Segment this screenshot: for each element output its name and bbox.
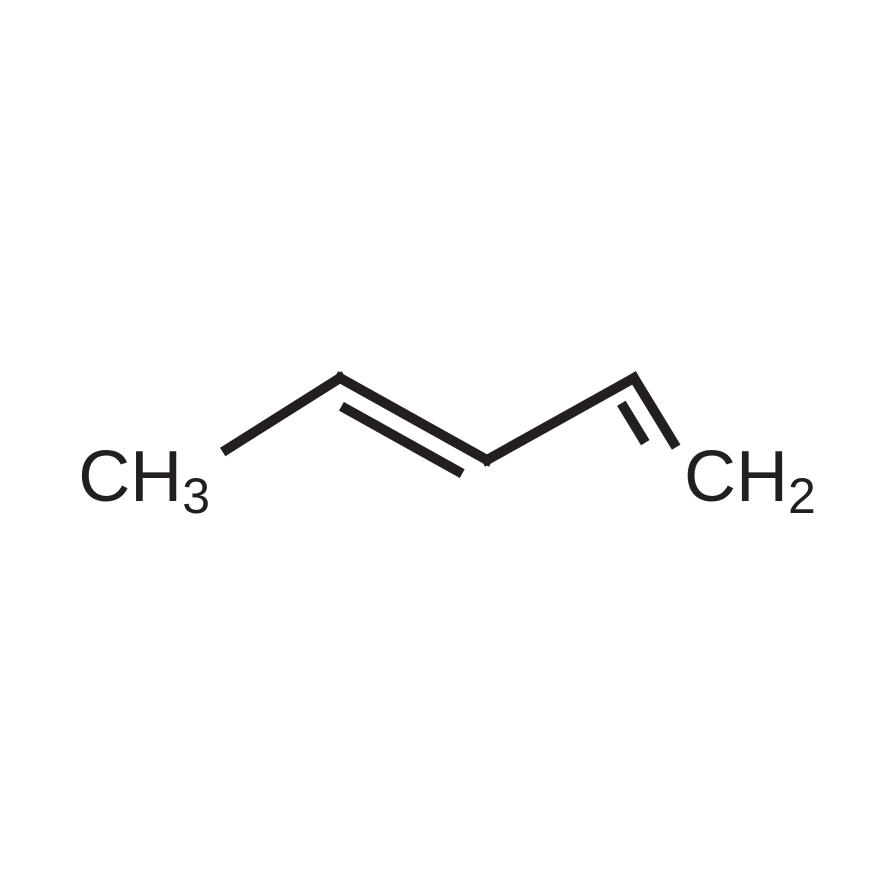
atom-label-subscript: 3: [182, 468, 210, 524]
atom-label-text: CH: [684, 437, 788, 517]
bond-line: [487, 378, 634, 460]
bond-line: [624, 408, 643, 439]
molecule-structure: CH3CH2: [0, 0, 890, 890]
atom-label-c1: CH3: [78, 437, 210, 524]
atom-label-text: CH: [78, 437, 182, 517]
bond-line: [227, 378, 340, 449]
atom-label-subscript: 2: [788, 468, 816, 524]
atom-label-c5: CH2: [684, 437, 816, 524]
